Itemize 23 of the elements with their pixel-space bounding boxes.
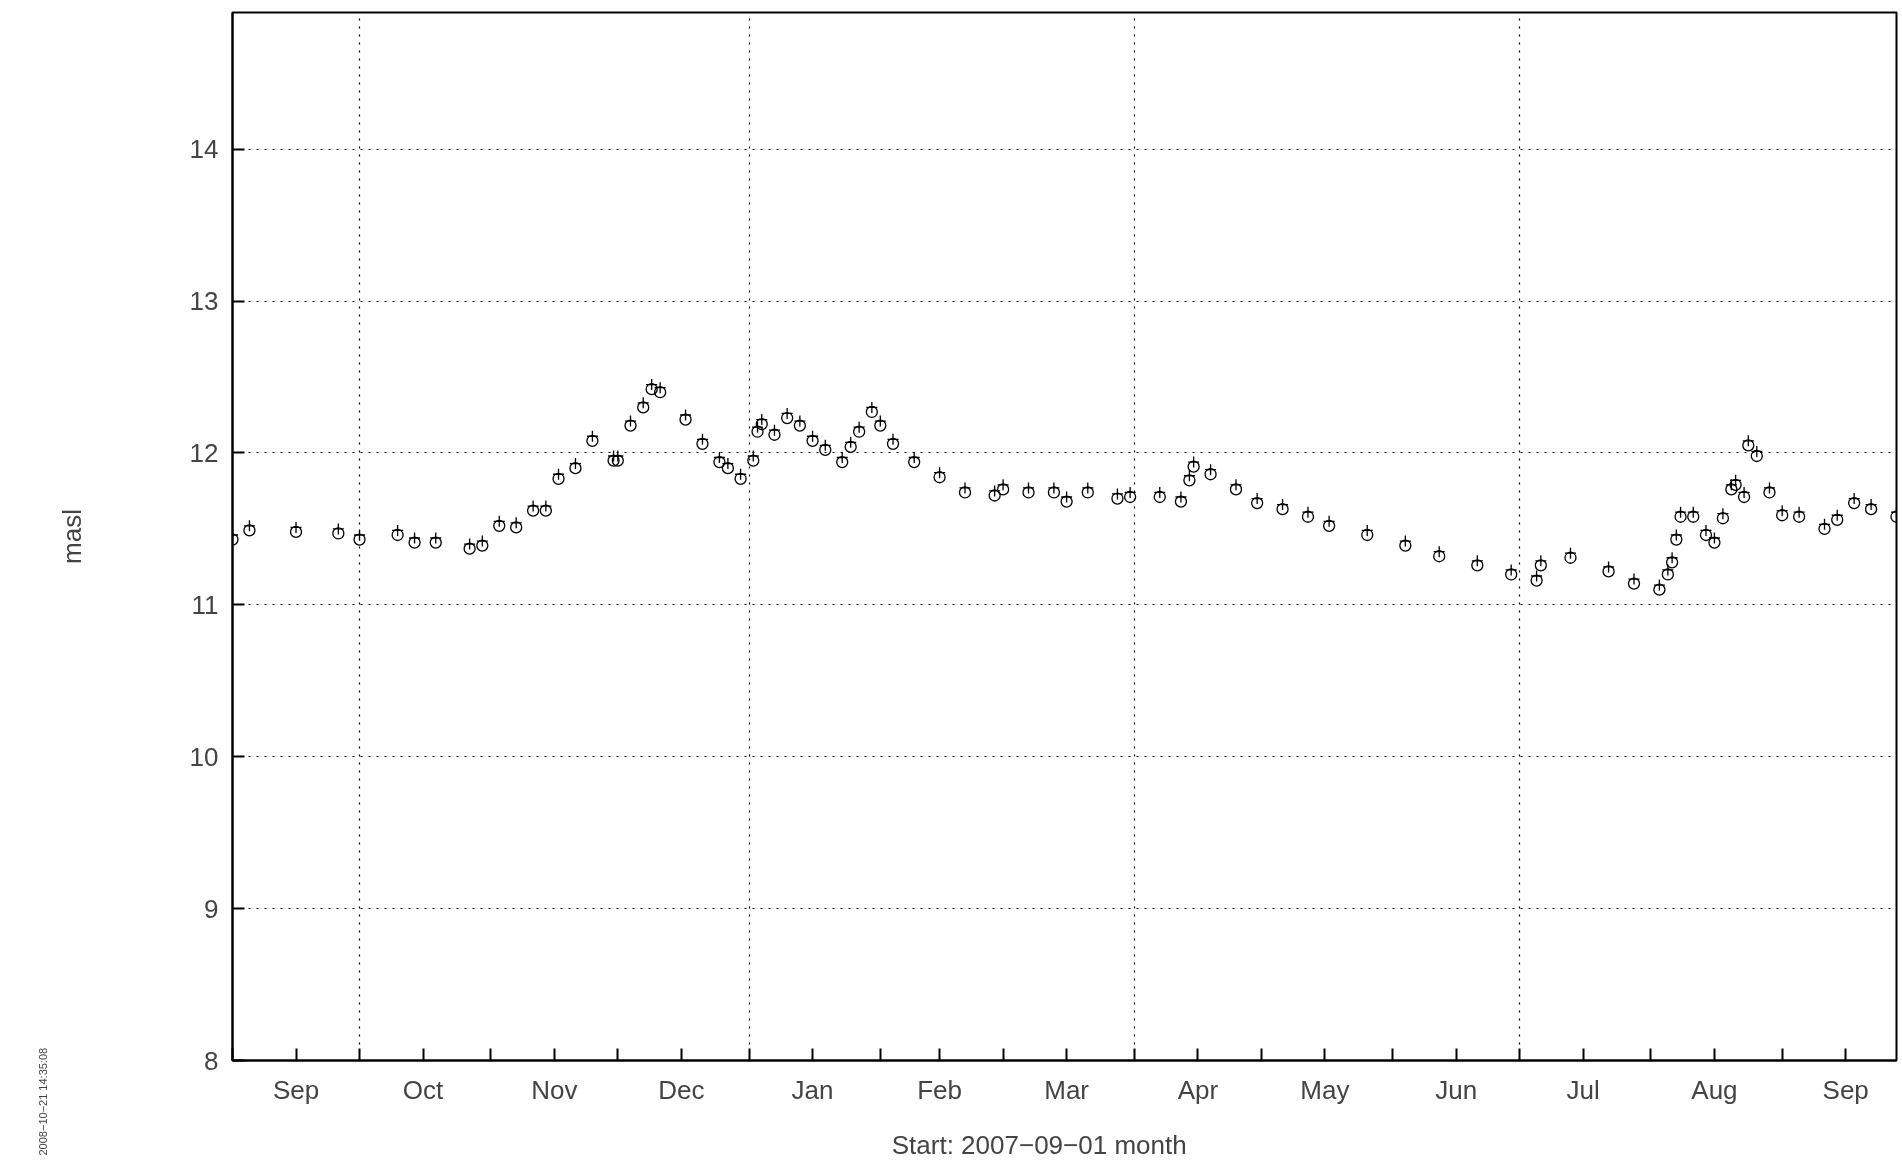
y-tick-label: 12 — [189, 437, 219, 468]
x-tick-label: Sep — [272, 1074, 320, 1105]
x-tick-label: Jan — [791, 1074, 834, 1105]
x-tick-label: May — [1300, 1074, 1350, 1105]
y-tick-label: 8 — [204, 1045, 219, 1076]
x-tick-label: Nov — [531, 1074, 578, 1105]
y-tick-label: 10 — [189, 741, 219, 772]
x-tick-label: Feb — [917, 1074, 963, 1105]
x-tick-label: Mar — [1044, 1074, 1090, 1105]
x-tick-label: Dec — [658, 1074, 705, 1105]
x-tick-label: Oct — [402, 1074, 445, 1105]
x-axis-title: Start: 2007−09−01 month — [891, 1129, 1187, 1160]
y-tick-label: 9 — [204, 893, 219, 924]
x-tick-label: Sep — [1822, 1074, 1869, 1105]
y-tick-label: 11 — [191, 589, 219, 620]
y-axis-title: masl — [56, 509, 87, 564]
y-tick-label: 14 — [189, 134, 219, 165]
text: 2008−10−21 14:35:08 — [36, 1047, 49, 1156]
x-tick-label: Apr — [1177, 1074, 1219, 1105]
x-tick-label: Jul — [1566, 1074, 1600, 1105]
x-tick-label: Jun — [1435, 1074, 1478, 1105]
x-tick-label: Aug — [1691, 1074, 1738, 1105]
y-tick-label: 13 — [189, 286, 219, 317]
